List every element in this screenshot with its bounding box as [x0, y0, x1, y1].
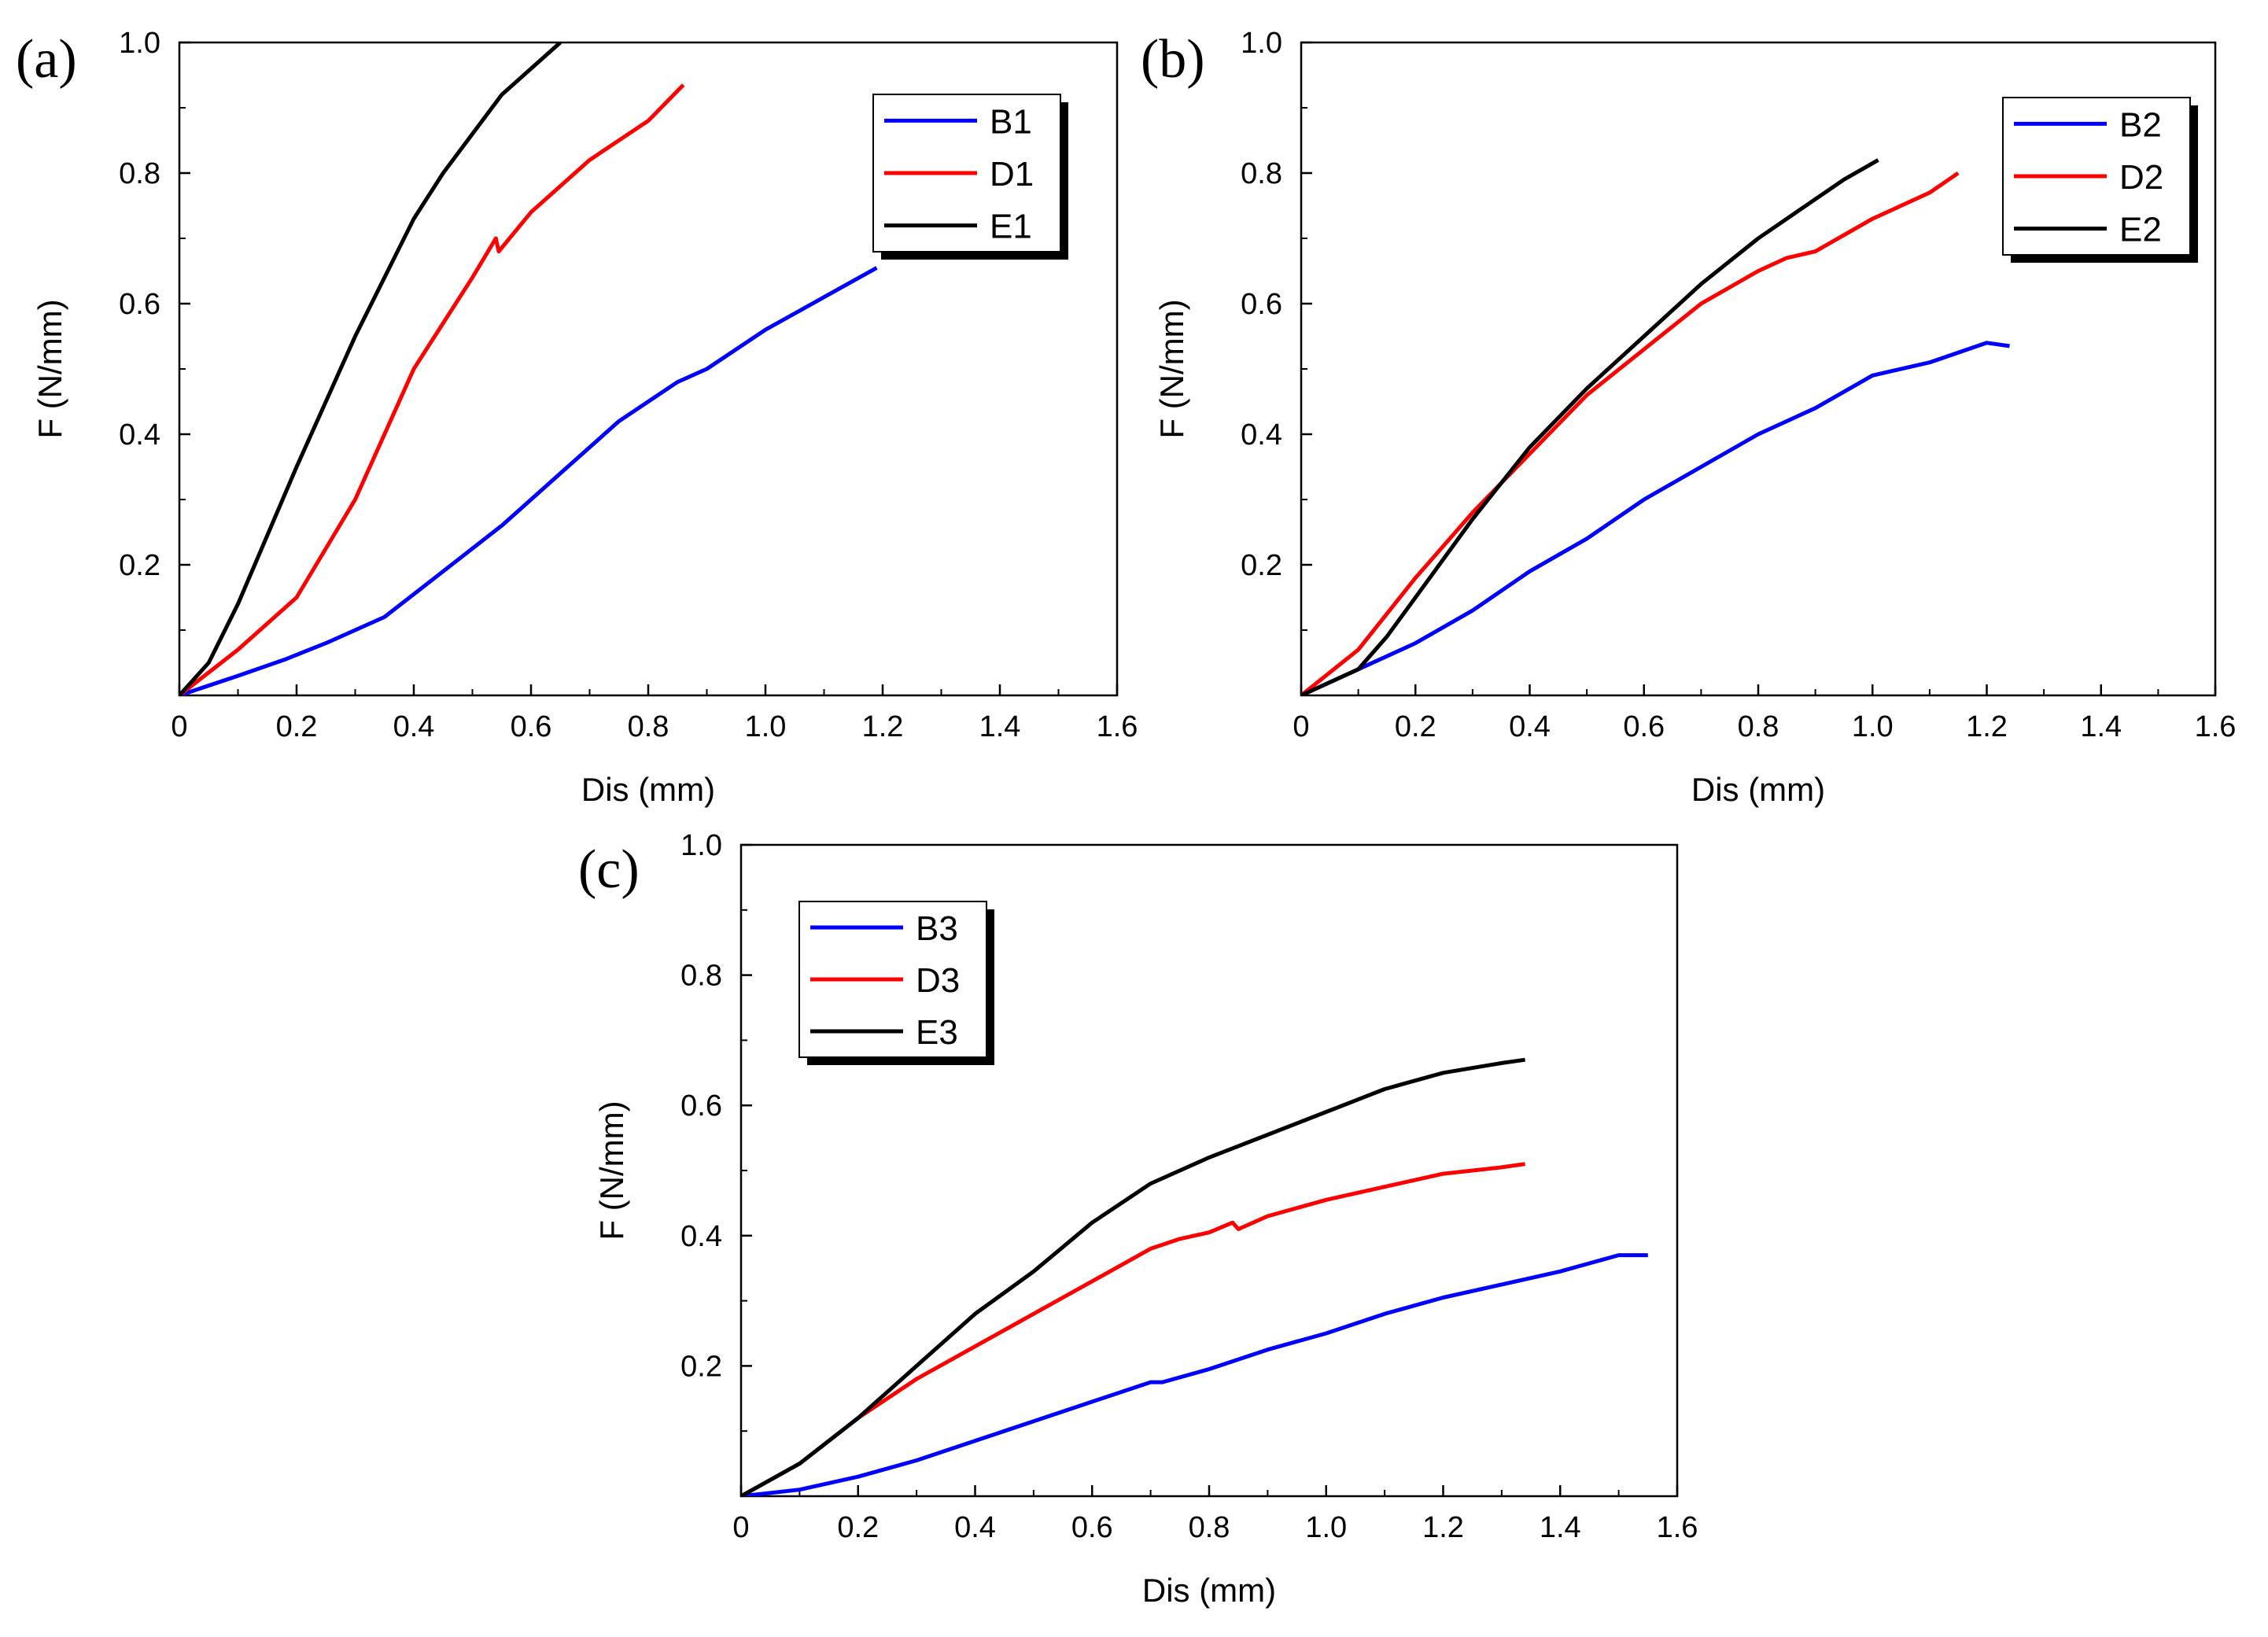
y-tick-label: 0.8 — [119, 157, 160, 190]
x-axis-label: Dis (mm) — [581, 771, 715, 808]
legend-label-e2: E2 — [2119, 211, 2162, 249]
series-line-b3 — [741, 1253, 1648, 1496]
x-tick-label: 1.6 — [2195, 710, 2237, 743]
series-line-d3 — [741, 1162, 1525, 1496]
y-axis-label: F (N/mm) — [31, 299, 68, 438]
y-tick-label: 1.0 — [1241, 27, 1282, 60]
series-line-b2 — [1301, 341, 2010, 695]
legend: B2 D2 E2 — [2002, 97, 2198, 263]
panel-label: (a) — [16, 29, 77, 90]
y-tick-label: 0.6 — [119, 288, 160, 321]
x-tick-label: 1.6 — [1657, 1511, 1698, 1544]
x-axis-label: Dis (mm) — [1691, 771, 1825, 808]
x-tick-label: 0.8 — [628, 710, 669, 743]
chart-panel-3: 0 0.2 0.4 0.6 0.8 1.0 1.2 1.4 1.6 0.2 0.4 0.6 0.8 1.0… — [578, 829, 1698, 1609]
y-axis-label: F (N/mm) — [593, 1101, 630, 1240]
legend: B3 D3 E3 — [798, 901, 994, 1065]
series-line-b1 — [179, 266, 878, 695]
x-tick-label: 1.2 — [1966, 710, 2008, 743]
x-tick-label: 0 — [1293, 710, 1309, 743]
legend-label-b3: B3 — [916, 909, 958, 948]
y-tick-label: 0.2 — [1241, 549, 1282, 582]
y-tick-label: 0.6 — [680, 1089, 722, 1123]
panel-label: (b) — [1141, 29, 1205, 90]
x-tick-label: 0.8 — [1189, 1511, 1230, 1544]
y-tick-label: 0.4 — [1241, 418, 1282, 452]
x-tick-label: 0.4 — [954, 1511, 996, 1544]
x-tick-label: 0 — [171, 710, 187, 743]
legend-label-d2: D2 — [2119, 158, 2163, 197]
x-tick-label: 0.4 — [393, 710, 435, 743]
y-tick-label: 0.8 — [680, 960, 722, 993]
x-tick-label: 1.4 — [979, 710, 1021, 743]
y-tick-label: 1.0 — [119, 27, 160, 60]
y-tick-label: 0.8 — [1241, 157, 1282, 190]
x-tick-label: 0.6 — [511, 710, 552, 743]
x-tick-label: 1.0 — [1305, 1511, 1347, 1544]
x-tick-label: 0.6 — [1623, 710, 1665, 743]
chart-panel-1: 0 0.2 0.4 0.6 0.8 1.0 1.2 1.4 1.6 0.2 0.4 0.6 0.8 1.0… — [16, 27, 1138, 808]
x-tick-label: 1.2 — [862, 710, 904, 743]
series-line-d2 — [1301, 171, 1960, 695]
x-tick-label: 0.6 — [1071, 1511, 1113, 1544]
series-line-e2 — [1301, 158, 1879, 695]
y-tick-label: 0.6 — [1241, 288, 1282, 321]
y-tick-label: 1.0 — [680, 829, 722, 862]
legend-label-e1: E1 — [990, 208, 1032, 246]
y-tick-label: 0.2 — [680, 1350, 722, 1383]
legend-label-e3: E3 — [916, 1013, 958, 1052]
y-axis-label: F (N/mm) — [1153, 299, 1190, 438]
y-tick-label: 0.4 — [119, 418, 160, 452]
legend-label-b2: B2 — [2119, 105, 2162, 144]
x-axis-label: Dis (mm) — [1142, 1572, 1276, 1609]
series-line-e3 — [741, 1057, 1525, 1496]
y-tick-label: 0.4 — [680, 1220, 722, 1253]
legend-label-d1: D1 — [990, 155, 1034, 194]
series-line-d1 — [179, 83, 685, 695]
legend-label-d3: D3 — [916, 961, 960, 1000]
x-tick-label: 1.4 — [2080, 710, 2122, 743]
y-tick-label: 0.2 — [119, 549, 160, 582]
panel-label: (c) — [578, 839, 640, 900]
x-tick-label: 1.6 — [1097, 710, 1138, 743]
x-tick-label: 0.2 — [276, 710, 318, 743]
legend: B1 D1 E1 — [872, 94, 1068, 260]
x-tick-label: 1.2 — [1422, 1511, 1464, 1544]
series-line-e1 — [179, 42, 562, 695]
x-tick-label: 0.4 — [1509, 710, 1551, 743]
x-tick-label: 0.8 — [1738, 710, 1779, 743]
chart-panel-2: 0 0.2 0.4 0.6 0.8 1.0 1.2 1.4 1.6 0.2 0.4 0.6 0.8 1.0… — [1141, 27, 2236, 808]
x-tick-label: 0.2 — [837, 1511, 879, 1544]
x-tick-label: 1.0 — [745, 710, 787, 743]
x-tick-label: 0 — [732, 1511, 749, 1544]
x-tick-label: 0.2 — [1395, 710, 1436, 743]
legend-label-b1: B1 — [990, 102, 1032, 141]
x-tick-label: 1.4 — [1540, 1511, 1581, 1544]
x-tick-label: 1.0 — [1852, 710, 1894, 743]
